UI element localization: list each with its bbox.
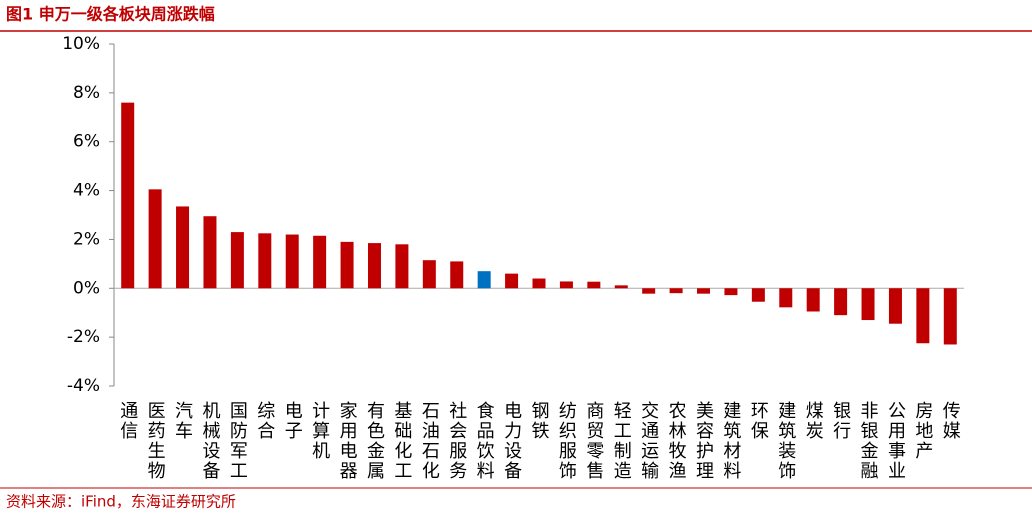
bar [724, 288, 738, 296]
bar [642, 288, 656, 294]
x-tick-label: 建筑装饰 [775, 401, 796, 481]
x-tick-label: 社会服务 [446, 401, 467, 481]
x-tick-label: 轻工制造 [611, 401, 632, 481]
x-tick-label: 电子 [282, 401, 303, 441]
x-tick-label: 石油石化 [419, 401, 440, 481]
bar [477, 271, 491, 289]
x-tick-label: 交通运输 [638, 401, 659, 481]
y-tick-label: 6% [73, 132, 100, 152]
bar [121, 102, 135, 289]
x-tick-label: 建筑材料 [720, 401, 741, 481]
bar [532, 278, 546, 289]
bar [559, 281, 573, 289]
y-tick-label: -2% [67, 327, 100, 347]
y-tick-label: 2% [73, 229, 100, 249]
x-tick-label: 基础化工 [391, 401, 412, 481]
x-tick-label: 纺织服饰 [556, 401, 577, 481]
x-tick-label: 机械设备 [199, 401, 220, 481]
bar [697, 288, 711, 294]
x-tick-label: 美容护理 [693, 401, 714, 481]
x-tick-label: 商贸零售 [583, 401, 604, 481]
bar [395, 244, 409, 289]
bar [340, 241, 354, 289]
x-tick-label: 钢铁 [529, 401, 550, 441]
bar [148, 189, 162, 289]
bar [203, 216, 217, 289]
bar [367, 243, 381, 289]
bar [614, 285, 628, 289]
x-tick-label: 传媒 [940, 401, 961, 441]
x-tick-label: 公用事业 [885, 401, 906, 481]
x-tick-label: 食品饮料 [474, 401, 495, 481]
x-tick-label: 电力设备 [501, 401, 522, 481]
bar [669, 288, 683, 294]
x-tick-label: 综合 [254, 401, 275, 441]
x-tick-label: 通信 [117, 401, 138, 441]
x-tick-label: 有色金属 [364, 401, 385, 481]
bar [230, 232, 244, 289]
x-tick-label: 房地产 [912, 401, 933, 461]
bar [505, 273, 519, 289]
x-tick-label: 计算机 [309, 401, 330, 461]
bar [285, 234, 299, 289]
bar [176, 206, 190, 289]
x-tick-label: 农林牧渔 [666, 401, 687, 481]
bar [313, 235, 327, 289]
x-tick-label: 环保 [748, 401, 769, 441]
bar [943, 288, 957, 345]
bar [834, 288, 848, 316]
bar [861, 288, 875, 321]
y-tick-label: -4% [67, 376, 100, 396]
chart-title: 图1 申万一级各板块周涨跌幅 [6, 5, 215, 24]
bar [779, 288, 793, 308]
bar [422, 260, 436, 289]
y-tick-label: 0% [73, 278, 100, 298]
source-note: 资料来源：iFind，东海证券研究所 [6, 493, 236, 511]
x-tick-label: 医药生物 [145, 401, 166, 481]
bar [916, 288, 930, 344]
y-tick-label: 8% [73, 83, 100, 103]
x-tick-label: 国防军工 [227, 401, 248, 481]
x-tick-label: 汽车 [172, 401, 193, 441]
bar [888, 288, 902, 324]
bar [751, 288, 765, 302]
x-tick-label: 煤炭 [803, 401, 824, 441]
bar [450, 261, 464, 289]
y-tick-label: 4% [73, 181, 100, 201]
y-tick-label: 10% [62, 34, 100, 54]
bar [587, 281, 601, 289]
x-tick-label: 银行 [830, 401, 851, 441]
x-tick-label: 非银金融 [858, 401, 879, 481]
x-tick-label: 家用电器 [337, 401, 358, 481]
bar [258, 233, 272, 289]
bar [806, 288, 820, 312]
